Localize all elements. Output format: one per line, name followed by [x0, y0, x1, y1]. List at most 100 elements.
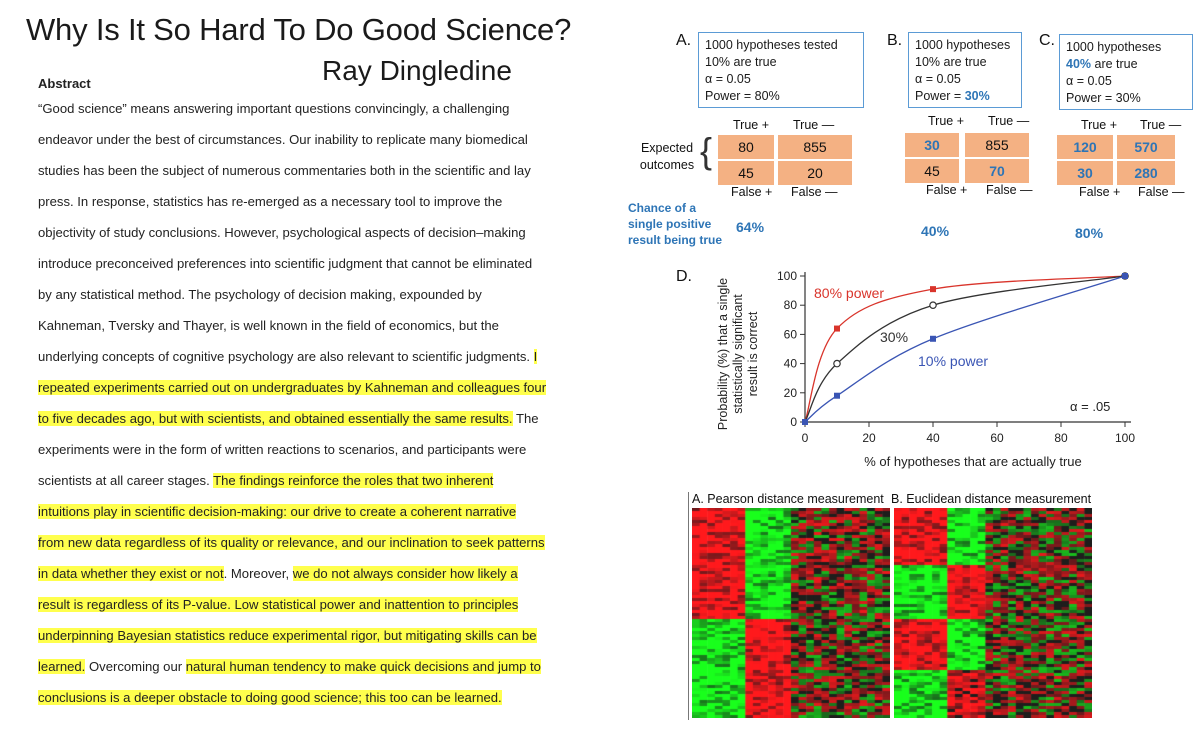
false-plus-footer: False + [731, 185, 773, 199]
label-line: Expected [640, 141, 694, 155]
false-plus-footer: False + [1079, 185, 1121, 199]
outcome-cell: 45 [718, 161, 774, 185]
box-line: α = 0.05 [1066, 73, 1186, 90]
highlighted-text: repeated experiments carried out on unde… [38, 380, 547, 395]
data-point [1122, 273, 1128, 279]
box-text: 1000 hypotheses [915, 38, 1011, 52]
abstract-line: Kahneman, Tversky and Thayer, is well kn… [38, 317, 499, 335]
box-line: Power = 80% [705, 88, 857, 105]
chance-value: 80% [1075, 225, 1104, 241]
highlighted-text: natural human tendency to make quick dec… [185, 659, 541, 674]
abstract-line: endeavor under the best of circumstances… [38, 131, 528, 149]
panel-letter: A. [676, 32, 692, 49]
y-tick-label: 100 [777, 269, 797, 283]
false-minus-footer: False — [986, 183, 1033, 197]
series-line [804, 275, 1126, 423]
abstract-text: objectivity of study conclusions. Howeve… [38, 225, 526, 240]
highlighted-text: result is regardless of its P-value. Low… [38, 597, 519, 612]
abstract-line: experiments were in the form of written … [38, 441, 526, 459]
label-line: Chance of a [628, 201, 697, 215]
box-text: Power = 80% [705, 89, 780, 103]
outcome-cell: 80 [718, 135, 774, 159]
x-tick-label: 100 [1115, 431, 1135, 445]
y-tick-label: 80 [784, 298, 798, 312]
box-line: 1000 hypotheses tested [705, 37, 857, 54]
emphasis-text: 30% [964, 89, 990, 103]
box-line: 10% are true [915, 54, 1015, 71]
false-minus-footer: False — [1138, 185, 1185, 199]
abstract-line: underlying concepts of cognitive psychol… [38, 348, 538, 366]
abstract-line: by any statistical method. The psycholog… [38, 286, 482, 304]
box-text: 10% are true [705, 55, 777, 69]
data-point [834, 392, 840, 399]
series-line [804, 275, 1126, 423]
panel-letter: C. [1039, 32, 1055, 49]
abstract-line: studies has been the subject of numerous… [38, 162, 531, 180]
series-line [804, 275, 1126, 423]
box-text: are true [1091, 57, 1138, 71]
abstract-line: conclusions is a deeper obstacle to doin… [38, 689, 502, 707]
abstract-line: learned. Overcoming our natural human te… [38, 658, 541, 676]
box-line: α = 0.05 [915, 71, 1015, 88]
heatmap-frame-line [688, 492, 689, 720]
false-plus-footer: False + [926, 183, 968, 197]
origin-point [802, 419, 808, 425]
abstract-line: repeated experiments carried out on unde… [38, 379, 547, 397]
heatmap-pearson [692, 508, 890, 718]
highlighted-text: conclusions is a deeper obstacle to doin… [38, 690, 502, 705]
paper-author: Ray Dingledine [322, 55, 512, 86]
x-tick-label: 40 [926, 431, 940, 445]
abstract-text: underlying concepts of cognitive psychol… [38, 349, 534, 364]
y-axis-label: statistically significant [731, 294, 745, 414]
abstract-text: The [512, 411, 539, 426]
outcome-cell: 30 [1057, 161, 1113, 185]
outcome-cell: 280 [1117, 161, 1175, 185]
box-text: 1000 hypotheses [1066, 40, 1162, 54]
y-axis-label: result is correct [746, 311, 760, 396]
x-tick-label: 20 [862, 431, 876, 445]
hypothesis-box: 1000 hypotheses tested 10% are true α = 0.… [698, 32, 864, 108]
label-line: outcomes [639, 158, 695, 172]
abstract-heading: Abstract [38, 76, 91, 91]
outcome-cell: 855 [965, 133, 1029, 157]
highlighted-text: I [533, 349, 538, 364]
panel-letter: B. [887, 32, 903, 49]
series-label: 10% power [918, 353, 988, 369]
y-axis-label: Probability (%) that a single [716, 278, 730, 430]
panel-letter-d: D. [676, 268, 692, 285]
abstract-line: intuitions play in scientific decision-m… [38, 503, 517, 521]
x-tick-label: 0 [802, 431, 809, 445]
paper-title: Why Is It So Hard To Do Good Science? [26, 12, 572, 47]
abstract-line: result is regardless of its P-value. Low… [38, 596, 519, 614]
heatmap-a-title: A. Pearson distance measurement [692, 492, 884, 506]
x-tick-label: 60 [990, 431, 1004, 445]
highlighted-text: from new data regardless of its quality … [38, 535, 545, 550]
outcome-cell: 570 [1117, 135, 1175, 159]
abstract-text: “Good science” means answering important… [38, 101, 510, 116]
highlighted-text: in data whether they exist or not [38, 566, 224, 581]
chance-value: 40% [921, 223, 950, 239]
box-text: α = 0.05 [705, 72, 751, 86]
abstract-text: by any statistical method. The psycholog… [38, 287, 482, 302]
outcome-cell: 45 [905, 159, 959, 183]
y-tick-label: 20 [784, 386, 798, 400]
box-text: α = 0.05 [915, 72, 961, 86]
highlighted-text: intuitions play in scientific decision-m… [38, 504, 517, 519]
data-point [833, 359, 841, 368]
false-minus-footer: False — [791, 185, 838, 199]
outcome-cell: 70 [965, 159, 1029, 183]
x-axis-label: % of hypotheses that are actually true [864, 454, 1082, 469]
true-minus-header: True — [793, 118, 835, 132]
abstract-text: introduce preconceived preferences into … [38, 256, 533, 271]
abstract-text: scientists at all career stages. [38, 473, 214, 488]
data-point [929, 301, 937, 310]
highlighted-text: we do not always consider how likely a [292, 566, 518, 581]
emphasis-text: 40% [1066, 57, 1092, 71]
abstract-text: studies has been the subject of numerous… [38, 163, 531, 178]
series-label: 30% [880, 329, 908, 345]
chance-label: Chance of a single positive result being t… [628, 200, 722, 248]
highlighted-text: The findings reinforce the roles that tw… [213, 473, 494, 488]
box-line: 10% are true [705, 54, 857, 71]
label-line: result being true [628, 233, 723, 247]
abstract-line: press. In response, statistics has re-em… [38, 193, 502, 211]
